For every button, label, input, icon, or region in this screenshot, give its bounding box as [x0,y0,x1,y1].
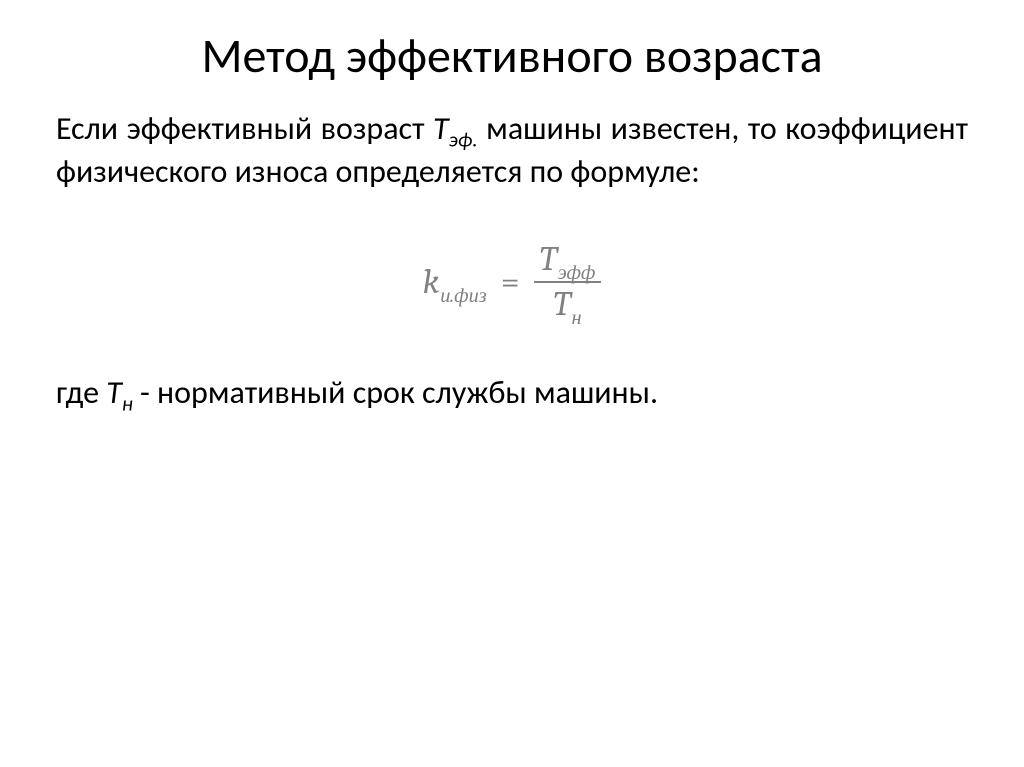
formula-num-sub: эфф [558,263,596,284]
intro-text-pre: Если эффективный возраст [56,109,433,148]
formula-lhs-sub: и.физ [440,285,487,308]
formula-lhs: k и.физ [423,262,487,302]
def-text-post: - нормативный срок службы машины. [133,373,658,412]
formula-num-var: T [540,242,557,278]
definition-paragraph: где Тн - нормативный срок службы машины. [56,371,968,414]
slide: Метод эффективного возраста Если эффекти… [0,0,1024,767]
def-text-pre: где [56,373,106,412]
slide-title: Метод эффективного возраста [56,28,968,83]
formula-fraction: T эфф T н [534,242,602,323]
formula-den-var: T [553,287,570,323]
formula-container: k и.физ = T эфф T н [56,242,968,323]
intro-var: Т [433,109,449,148]
formula-equals: = [501,262,520,302]
formula-denominator: T н [547,287,587,323]
def-var-sub: н [122,390,133,416]
formula-den-sub: н [572,308,582,329]
formula: k и.физ = T эфф T н [423,242,602,323]
def-var: Т [106,373,122,412]
formula-lhs-var: k [423,262,440,302]
intro-var-sub: эф. [449,127,478,153]
formula-numerator: T эфф [534,242,602,278]
intro-paragraph: Если эффективный возраст Тэф. машины изв… [56,107,968,193]
